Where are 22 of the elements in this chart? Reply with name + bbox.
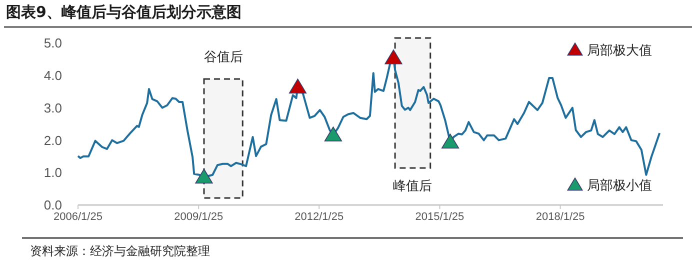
y-tick-label: 4.0: [44, 68, 62, 83]
y-tick-label: 1.0: [44, 165, 62, 180]
y-tick-label: 2.0: [44, 132, 62, 148]
x-tick-label: 2015/1/25: [415, 211, 464, 223]
x-tick-label: 2006/1/25: [54, 211, 102, 223]
y-tick-label: 5.0: [44, 36, 62, 51]
point: [288, 78, 307, 94]
y-tick-label: 3.0: [44, 100, 62, 116]
point: [324, 126, 342, 142]
x-tick-label: 2009/1/25: [174, 211, 224, 223]
legend-label: 局部极小值: [587, 178, 652, 194]
legend-label: 局部极大值: [587, 44, 652, 59]
text: 资料来源：经济与金融研究院整理: [30, 244, 210, 258]
band-label: 峰值后: [393, 179, 432, 194]
y-tick-label: 0.0: [44, 198, 62, 213]
point: [441, 134, 460, 149]
point: [195, 168, 213, 184]
chart-title: 图表9、峰值后与谷值后划分示意图: [6, 3, 242, 21]
band-label: 谷值后: [204, 50, 243, 65]
point: [384, 50, 402, 64]
x-tick-label: 2018/1/25: [536, 211, 585, 223]
x-tick-label: 2012/1/25: [294, 211, 344, 223]
